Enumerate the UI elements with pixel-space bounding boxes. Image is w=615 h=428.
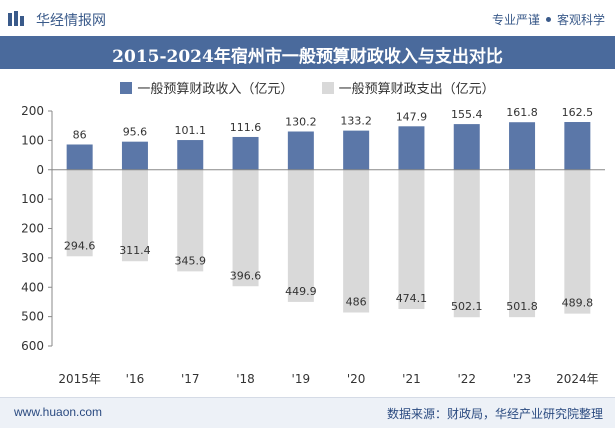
brand-tags: 专业严谨 客观科学 — [492, 11, 605, 28]
x-tick-label: '21 — [402, 372, 421, 386]
revenue-value-label: 161.8 — [506, 106, 538, 119]
expenditure-bar — [564, 169, 591, 314]
x-tick-label: 2015年 — [58, 372, 101, 386]
revenue-bar — [398, 126, 425, 170]
y-tick-label: 100 — [21, 192, 44, 206]
x-tick-label: 2024年 — [556, 372, 599, 386]
bar-chart: 200 100 0 100 200 300 400 500 600 86 294.6 2015年 95.… — [21, 104, 605, 386]
x-tick-label: '17 — [181, 372, 200, 386]
expenditure-bar — [232, 169, 259, 287]
revenue-value-label: 130.2 — [285, 116, 317, 129]
revenue-value-label: 95.6 — [123, 126, 148, 139]
expenditure-bar — [453, 169, 480, 318]
expenditure-value-label: 489.8 — [562, 297, 594, 310]
revenue-bar — [287, 131, 314, 170]
x-tick-label: '20 — [347, 372, 366, 386]
revenue-value-label: 86 — [73, 128, 87, 141]
revenue-bar — [232, 136, 259, 170]
expenditure-bar — [509, 169, 536, 318]
x-tick-label: '23 — [513, 372, 532, 386]
expenditure-value-label: 501.8 — [506, 300, 538, 313]
revenue-value-label: 101.1 — [175, 124, 207, 137]
tag-separator-dot — [545, 17, 551, 22]
expenditure-bar — [121, 169, 148, 262]
y-tick-label: 300 — [21, 251, 44, 265]
expenditure-value-label: 311.4 — [119, 244, 151, 257]
huajing-logo-icon — [8, 11, 24, 26]
legend-swatch-expenditure — [321, 82, 334, 94]
legend-item-expenditure: 一般预算财政支出（亿元） — [321, 78, 495, 97]
chart-legend: 一般预算财政收入（亿元） 一般预算财政支出（亿元） — [0, 78, 615, 97]
chart-title: 2015-2024年宿州市一般预算财政收入与支出对比 — [112, 47, 503, 67]
title-bar: 2015-2024年宿州市一般预算财政收入与支出对比 — [0, 36, 615, 69]
expenditure-bar — [343, 169, 370, 313]
legend-item-revenue: 一般预算财政收入（亿元） — [120, 78, 293, 97]
y-tick-label: 600 — [21, 339, 44, 353]
revenue-value-label: 133.2 — [340, 115, 372, 128]
revenue-bar — [177, 140, 204, 170]
legend-label-expenditure: 一般预算财政支出（亿元） — [338, 82, 495, 97]
revenue-value-label: 111.6 — [230, 121, 262, 134]
expenditure-value-label: 294.6 — [64, 239, 96, 252]
y-tick-label: 400 — [21, 280, 44, 294]
legend-label-revenue: 一般预算财政收入（亿元） — [137, 82, 294, 97]
brand-name: 华经情报网 — [36, 13, 106, 29]
expenditure-bar — [177, 169, 204, 272]
revenue-value-label: 147.9 — [396, 110, 428, 123]
revenue-bar — [343, 130, 370, 170]
y-tick-label: 200 — [21, 222, 44, 236]
top-bar: 华经情报网 专业严谨 客观科学 — [0, 0, 615, 38]
expenditure-value-label: 449.9 — [285, 285, 317, 298]
revenue-value-label: 155.4 — [451, 108, 483, 121]
expenditure-value-label: 502.1 — [451, 300, 483, 313]
tag-objective: 客观科学 — [556, 13, 605, 27]
revenue-bar — [509, 122, 536, 170]
y-tick-label: 500 — [21, 310, 44, 324]
expenditure-value-label: 474.1 — [396, 292, 428, 305]
expenditure-value-label: 486 — [346, 296, 367, 309]
footer-source: 数据来源：财政局，华经产业研究院整理 — [386, 407, 603, 421]
expenditure-bar — [287, 169, 314, 302]
y-tick-label: 200 — [21, 104, 44, 118]
x-tick-label: '22 — [457, 372, 476, 386]
revenue-bar — [564, 122, 591, 170]
y-tick-label: 0 — [36, 163, 44, 177]
footer-website: www.huaon.com — [14, 405, 103, 419]
revenue-bar — [453, 124, 480, 170]
expenditure-value-label: 345.9 — [175, 254, 207, 267]
expenditure-value-label: 396.6 — [230, 269, 262, 282]
revenue-value-label: 162.5 — [562, 106, 594, 119]
legend-swatch-revenue — [120, 82, 133, 94]
footer: www.huaon.com 数据来源：财政局，华经产业研究院整理 — [0, 397, 615, 428]
x-tick-label: '16 — [126, 372, 145, 386]
x-tick-label: '18 — [236, 372, 255, 386]
y-tick-label: 100 — [21, 133, 44, 147]
tag-professional: 专业严谨 — [491, 13, 540, 27]
revenue-bar — [121, 141, 148, 170]
expenditure-bar — [398, 169, 425, 310]
revenue-bar — [66, 144, 93, 170]
expenditure-bar — [66, 169, 93, 257]
x-tick-label: '19 — [292, 372, 311, 386]
